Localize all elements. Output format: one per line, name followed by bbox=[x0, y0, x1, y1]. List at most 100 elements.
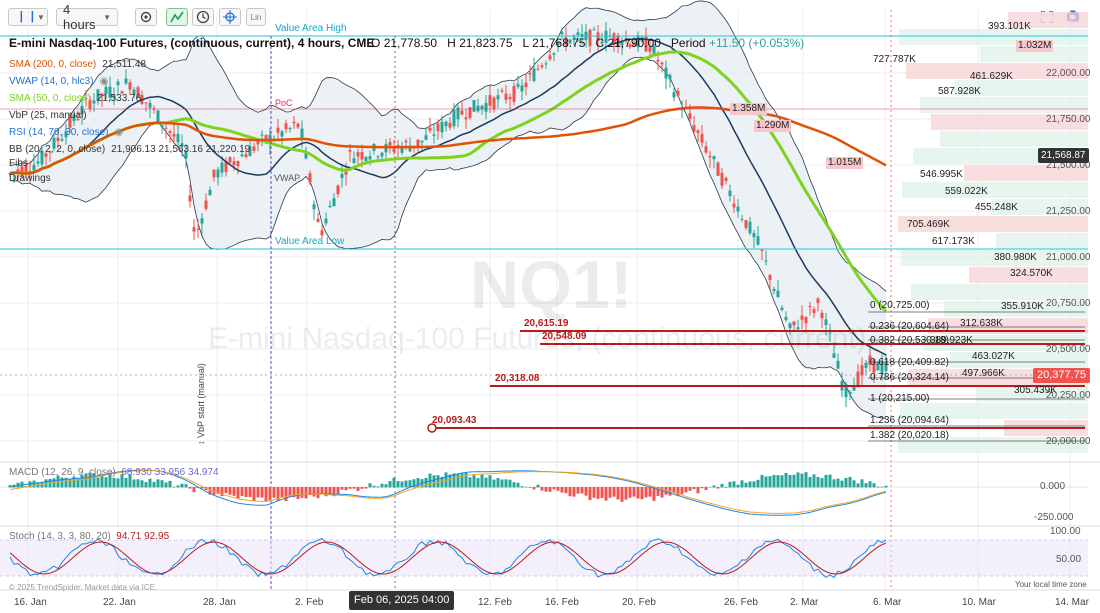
volume-profile-bar bbox=[940, 131, 1088, 147]
stoch-pane bbox=[9, 537, 887, 579]
candle bbox=[676, 87, 680, 98]
candle bbox=[736, 199, 740, 218]
price-tick-label: 20,000.00 bbox=[1046, 436, 1091, 447]
candle bbox=[660, 61, 664, 73]
crosshair-icon[interactable] bbox=[219, 8, 241, 26]
time-tick-label: 22. Jan bbox=[103, 597, 136, 608]
macd-histogram-bar bbox=[416, 478, 420, 488]
fib-retracement[interactable] bbox=[868, 311, 1085, 442]
candle bbox=[668, 73, 672, 88]
level-anchor-handle[interactable] bbox=[427, 423, 437, 433]
candle bbox=[752, 230, 756, 249]
volume-profile-label: 497.966K bbox=[962, 368, 1005, 379]
trend-icon[interactable] bbox=[166, 8, 188, 26]
candle bbox=[800, 305, 804, 330]
macd-histogram-bar bbox=[388, 481, 392, 488]
indicator-legend-item[interactable]: RSI (14, 70, 30, close) ◉ bbox=[9, 126, 123, 139]
settings-icon[interactable] bbox=[135, 8, 157, 26]
candle bbox=[236, 160, 240, 175]
candle bbox=[552, 52, 556, 62]
eye-icon[interactable]: ◉ bbox=[99, 76, 109, 87]
clock-icon[interactable] bbox=[192, 8, 214, 26]
macd-histogram-bar bbox=[460, 473, 464, 488]
candle bbox=[592, 26, 596, 31]
time-tick-label: 2. Feb bbox=[295, 597, 324, 608]
candle bbox=[596, 25, 600, 51]
vwap-line[interactable] bbox=[9, 37, 887, 356]
macd-histogram-bar bbox=[648, 487, 652, 497]
candle bbox=[832, 342, 836, 359]
price-tick-label: 20,750.00 bbox=[1046, 298, 1091, 309]
candle bbox=[316, 212, 320, 223]
vbp-start-label: ↕ VbP start (manual) bbox=[196, 363, 206, 445]
horizontal-levels[interactable] bbox=[427, 330, 1085, 433]
macd-histogram-bar bbox=[324, 487, 328, 497]
macd-histogram-bar bbox=[72, 476, 76, 488]
symbol-title[interactable]: E-mini Nasdaq-100 Futures, (continuous, … bbox=[9, 36, 375, 50]
macd-histogram-bar bbox=[424, 477, 428, 488]
indicator-legend-item[interactable]: VbP (25, manual) bbox=[9, 109, 87, 122]
indicator-legend-item[interactable]: VWAP (14, 0, hlc3) ◉ bbox=[9, 75, 108, 88]
macd-histogram-bar bbox=[596, 487, 600, 499]
candle bbox=[796, 319, 800, 331]
lin-toggle[interactable]: Lin bbox=[246, 8, 266, 26]
candle bbox=[340, 163, 344, 188]
macd-histogram-bar bbox=[524, 486, 528, 488]
macd-histogram-bar bbox=[332, 487, 336, 497]
macd-histogram-bar bbox=[84, 473, 88, 488]
macd-tick-zero: 0.000 bbox=[1040, 481, 1066, 492]
indicator-legend-item[interactable]: Drawings bbox=[9, 172, 51, 185]
volume-profile-bar bbox=[944, 301, 1088, 317]
candle bbox=[132, 86, 136, 98]
macd-histogram-bar bbox=[624, 487, 628, 500]
macd-histogram-bar bbox=[300, 487, 304, 498]
macd-histogram-bar bbox=[320, 487, 324, 493]
stoch-k-line bbox=[9, 537, 887, 579]
candle bbox=[716, 161, 720, 177]
volume-profile-label: 546.995K bbox=[920, 169, 963, 180]
volume-profile-bar bbox=[902, 182, 1088, 198]
macd-histogram-bar bbox=[824, 474, 828, 488]
volume-profile-bar bbox=[906, 63, 1088, 79]
macd-histogram-bar bbox=[792, 474, 796, 488]
candle bbox=[492, 96, 496, 113]
candle bbox=[548, 47, 552, 62]
interval-dropdown[interactable]: 4 hours ▼ bbox=[56, 2, 118, 32]
macd-histogram-bar bbox=[448, 474, 452, 488]
volume-profile-label: 312.638K bbox=[960, 318, 1003, 329]
indicator-legend-item[interactable]: BB (20, 2, 2, 0, close) 21,906.13 21,563.… bbox=[9, 143, 250, 156]
indicator-legend-item[interactable]: SMA (200, 0, close) 21,511.48 bbox=[9, 58, 146, 71]
indicator-legend-item[interactable]: SMA (50, 0, close) 21,533.76 bbox=[9, 92, 141, 105]
volume-profile-bar bbox=[920, 97, 1088, 113]
macd-histogram-bar bbox=[368, 483, 372, 488]
macd-histogram-bar bbox=[504, 479, 508, 488]
candle bbox=[172, 123, 176, 145]
indicator-legend-item[interactable]: Fibs bbox=[9, 157, 28, 170]
macd-histogram-bar bbox=[112, 477, 116, 488]
candle bbox=[416, 139, 420, 152]
macd-histogram-bar bbox=[628, 487, 632, 498]
candle bbox=[772, 286, 776, 295]
macd-histogram-bar bbox=[868, 481, 872, 488]
candle bbox=[436, 119, 440, 140]
macd-histogram-bar bbox=[92, 473, 96, 488]
macd-histogram-bar bbox=[352, 487, 356, 489]
macd-histogram-bar bbox=[64, 477, 68, 488]
price-tick-label: 20,500.00 bbox=[1046, 344, 1091, 355]
candle bbox=[524, 73, 528, 96]
candle bbox=[860, 357, 864, 386]
macd-histogram-bar bbox=[404, 480, 408, 488]
candle bbox=[836, 353, 840, 370]
macd-histogram-bar bbox=[232, 487, 236, 496]
macd-histogram-bar bbox=[16, 482, 20, 488]
macd-histogram-bar bbox=[692, 487, 696, 490]
indicator-value: 21,533.76 bbox=[96, 93, 142, 104]
candle bbox=[228, 156, 232, 165]
local-time-text[interactable]: Your local time zone bbox=[1015, 580, 1087, 589]
macd-histogram-bar bbox=[740, 480, 744, 488]
macd-histogram-bar bbox=[428, 473, 432, 488]
eye-icon[interactable]: ◉ bbox=[114, 127, 124, 138]
candle bbox=[480, 104, 484, 115]
macd-histogram-bar bbox=[804, 472, 808, 488]
